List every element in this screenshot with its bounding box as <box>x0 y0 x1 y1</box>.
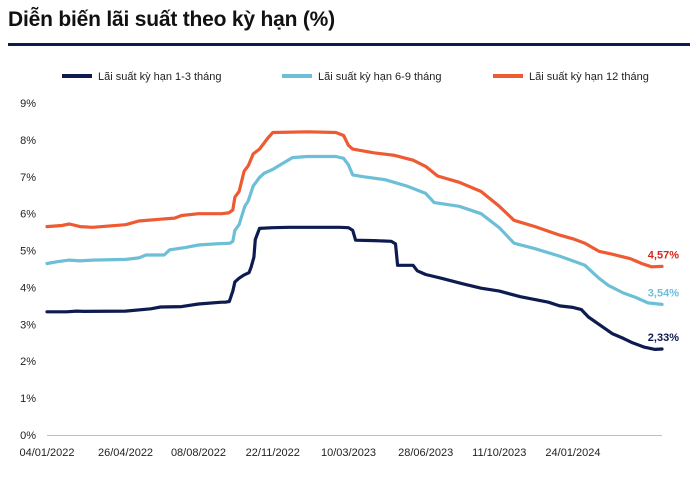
y-axis-ticks: 0% 1% 2% 3% 4% 5% 6% 7% 8% 9% <box>20 98 36 442</box>
series-line <box>45 130 664 269</box>
y-tick-label: 4% <box>20 282 36 294</box>
legend-label: Lãi suất kỳ hạn 6-9 tháng <box>318 71 442 83</box>
legend-label: Lãi suất kỳ hạn 12 tháng <box>529 71 649 83</box>
x-tick-label: 10/03/2023 <box>321 447 376 459</box>
y-tick-label: 6% <box>20 209 36 221</box>
x-tick-label: 26/04/2022 <box>98 447 153 459</box>
end-value-label: 2,33% <box>648 332 679 344</box>
y-tick-label: 9% <box>20 98 36 110</box>
x-tick-label: 08/08/2022 <box>171 447 226 459</box>
x-tick-label: 22/11/2022 <box>246 447 300 459</box>
x-axis-ticks: 04/01/2022 26/04/2022 08/08/2022 22/11/2022… <box>19 447 600 459</box>
y-tick-label: 1% <box>20 393 36 405</box>
y-tick-label: 5% <box>20 246 36 258</box>
end-value-label: 3,54% <box>648 287 679 299</box>
end-labels: 2,33% 3,54% 4,57% <box>648 249 679 344</box>
y-tick-label: 8% <box>20 135 36 147</box>
title-underline <box>8 43 690 46</box>
y-tick-label: 0% <box>20 430 36 442</box>
x-tick-label: 24/01/2024 <box>545 447 600 459</box>
chart-title: Diễn biến lãi suất theo kỳ hạn (%) <box>8 8 335 31</box>
series-lines <box>45 130 664 351</box>
legend-label: Lãi suất kỳ hạn 1-3 tháng <box>98 71 222 83</box>
y-tick-label: 3% <box>20 319 36 331</box>
y-tick-label: 7% <box>20 172 36 184</box>
x-tick-label: 11/10/2023 <box>472 447 526 459</box>
series-line <box>45 154 664 306</box>
y-tick-label: 2% <box>20 356 36 368</box>
x-tick-label: 28/06/2023 <box>398 447 453 459</box>
series-line <box>45 225 664 351</box>
legend: Lãi suất kỳ hạn 1-3 tháng Lãi suất kỳ hạn… <box>62 71 649 83</box>
x-tick-label: 04/01/2022 <box>19 447 74 459</box>
end-value-label: 4,57% <box>648 249 679 261</box>
